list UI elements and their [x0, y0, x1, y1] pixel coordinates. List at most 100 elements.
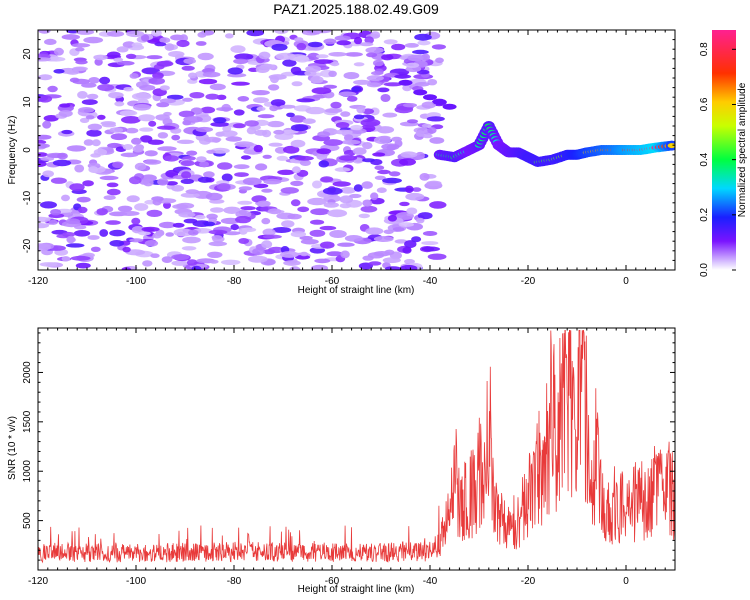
- heatmap-noise-cell: [300, 238, 319, 245]
- heatmap-noise-cell: [197, 52, 214, 61]
- heatmap-noise-cell: [129, 176, 142, 185]
- heatmap-noise-cell: [235, 215, 252, 224]
- y-tick-label: 20: [22, 48, 33, 60]
- heatmap-noise-cell: [362, 199, 373, 207]
- heatmap-noise-cell: [350, 124, 363, 131]
- heatmap-noise-cell: [90, 246, 101, 252]
- heatmap-noise-cell: [139, 127, 154, 132]
- heatmap-noise-cell: [268, 142, 283, 147]
- heatmap-noise-cell: [330, 61, 340, 67]
- heatmap-noise-cell: [225, 33, 234, 39]
- heatmap-noise-cell: [178, 212, 196, 218]
- heatmap-noise-cell: [287, 213, 302, 220]
- heatmap-noise-cell: [292, 166, 301, 174]
- heatmap-noise-cell: [66, 145, 86, 152]
- heatmap-noise-cell: [312, 180, 322, 189]
- heatmap-noise-cell: [333, 129, 353, 135]
- x-tick-label: -80: [227, 576, 242, 587]
- heatmap-noise-cell: [147, 139, 164, 145]
- heatmap-noise-cell: [335, 122, 350, 129]
- heatmap-noise-cell: [364, 36, 375, 44]
- heatmap-noise-cell: [75, 30, 95, 35]
- heatmap-noise-cell: [40, 201, 57, 209]
- x-tick-label: -100: [126, 276, 146, 287]
- heatmap-noise-cell: [107, 51, 121, 59]
- heatmap-noise-cell: [106, 182, 119, 188]
- heatmap-noise-cell: [394, 239, 408, 244]
- heatmap-noise-cell: [103, 195, 116, 201]
- heatmap-noise-cell: [330, 101, 342, 109]
- heatmap-noise-cell: [244, 120, 259, 127]
- heatmap-noise-cell: [387, 215, 397, 222]
- heatmap-noise-cell: [186, 259, 198, 266]
- heatmap-noise-cell: [172, 222, 185, 228]
- heatmap-noise-cell: [143, 159, 162, 165]
- heatmap-noise-cell: [191, 265, 202, 270]
- heatmap-noise-cell: [225, 136, 243, 142]
- heatmap-noise-cell: [305, 106, 326, 115]
- heatmap-noise-cell: [267, 120, 285, 128]
- heatmap-noise-cell: [435, 57, 444, 64]
- heatmap-noise-cell: [219, 130, 238, 138]
- heatmap-noise-cell: [344, 52, 363, 57]
- x-tick-label: -40: [423, 576, 438, 587]
- heatmap-noise-cell: [383, 39, 398, 45]
- heatmap-noise-cell: [152, 232, 162, 239]
- heatmap-noise-cell: [313, 59, 334, 64]
- heatmap-noise-cell: [411, 236, 422, 243]
- heatmap-noise-cell: [316, 148, 332, 155]
- heatmap-noise-cell: [109, 229, 126, 237]
- heatmap-noise-cell: [399, 158, 416, 166]
- heatmap-noise-cell: [233, 58, 249, 64]
- heatmap-noise-cell: [53, 47, 64, 56]
- heatmap-noise-cell: [188, 229, 199, 236]
- heatmap-noise-cell: [340, 187, 356, 194]
- heatmap-noise-cell: [39, 262, 58, 267]
- heatmap-streak-cell: [423, 94, 437, 101]
- heatmap-noise-cell: [388, 171, 401, 177]
- heatmap-noise-cell: [88, 77, 100, 84]
- heatmap-noise-cell: [241, 227, 257, 233]
- heatmap-noise-cell: [406, 207, 418, 215]
- heatmap-streak-cell: [432, 99, 447, 105]
- heatmap-noise-cell: [366, 82, 382, 88]
- heatmap-noise-cell: [61, 129, 73, 135]
- heatmap-noise-cell: [120, 116, 141, 124]
- heatmap-noise-cell: [38, 243, 51, 251]
- heatmap-noise-cell: [205, 93, 220, 100]
- heatmap-noise-cell: [338, 91, 357, 97]
- heatmap-noise-cell: [398, 222, 414, 228]
- heatmap-noise-cell: [139, 84, 156, 91]
- heatmap-frame: [37, 29, 676, 271]
- heatmap-noise-cell: [157, 146, 177, 152]
- heatmap-noise-cell: [294, 155, 314, 161]
- heatmap-noise-cell: [327, 209, 348, 218]
- heatmap-noise-cell: [289, 266, 301, 270]
- snr-series-line: [38, 330, 675, 564]
- x-tick-label: -60: [325, 276, 340, 287]
- heatmap-noise-cell: [338, 155, 358, 161]
- heatmap-noise-cell: [242, 177, 262, 186]
- heatmap-noise-cell: [362, 158, 375, 163]
- heatmap-noise-cell: [392, 227, 405, 232]
- heatmap-noise-cell: [376, 187, 387, 193]
- heatmap-noise-cell: [318, 160, 330, 168]
- heatmap-noise-cell: [161, 256, 173, 263]
- heatmap-noise-cell: [275, 52, 296, 60]
- heatmap-noise-cell: [119, 110, 138, 116]
- heatmap-noise-cell: [359, 42, 374, 47]
- heatmap-noise-cell: [429, 201, 447, 209]
- heatmap-noise-cell: [400, 151, 418, 158]
- heatmap-noise-cell: [415, 151, 425, 160]
- heatmap-noise-cell: [43, 115, 59, 122]
- heatmap-noise-cell: [360, 118, 381, 127]
- heatmap-noise-cell: [240, 155, 252, 160]
- heatmap-noise-cell: [269, 105, 279, 112]
- heatmap-noise-cell: [65, 243, 85, 248]
- heatmap-noise-cell: [96, 208, 108, 216]
- heatmap-signal-cell: [667, 143, 675, 149]
- heatmap-noise-cell: [203, 171, 215, 178]
- heatmap-streak-cell: [413, 89, 428, 96]
- heatmap-noise-cell: [171, 185, 185, 192]
- heatmap-noise-cell: [253, 97, 269, 104]
